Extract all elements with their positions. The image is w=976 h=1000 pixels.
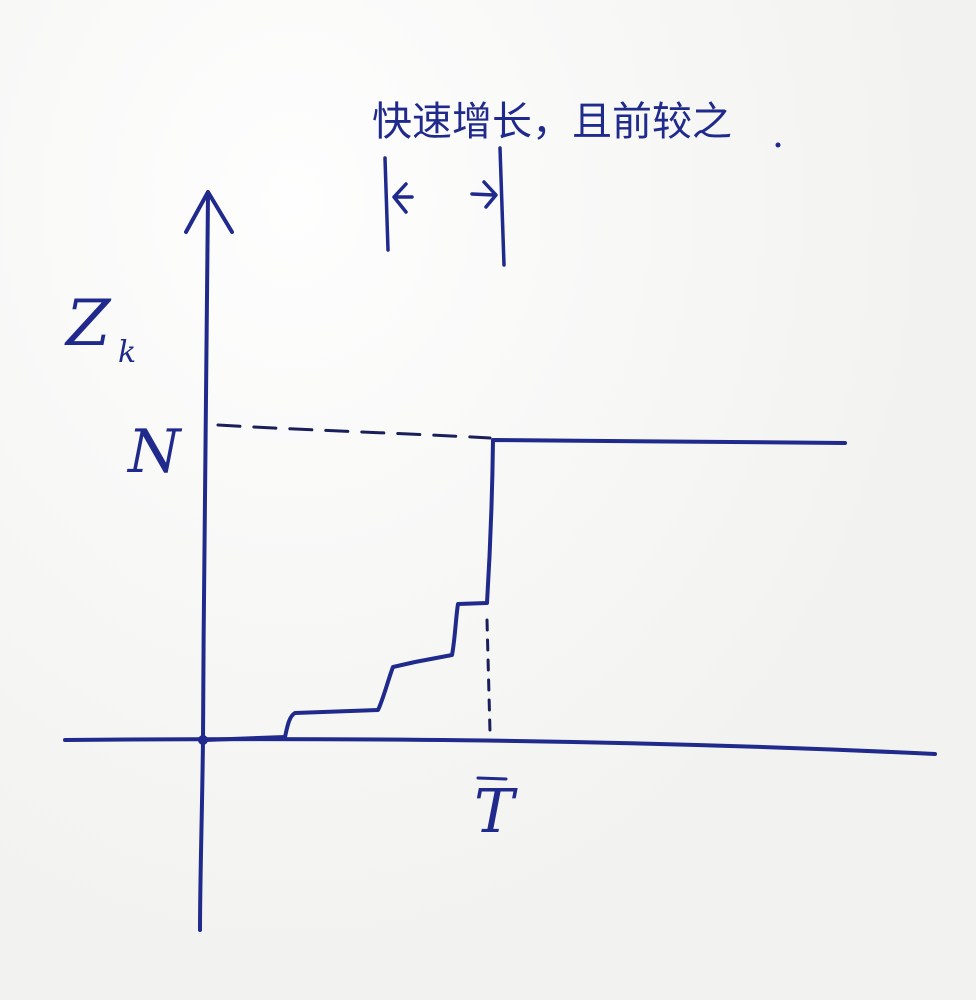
ink-dot bbox=[775, 142, 781, 148]
right-arrow-icon bbox=[470, 180, 498, 209]
t-tick-mark bbox=[476, 776, 508, 781]
n-level-label: N bbox=[126, 417, 183, 487]
y-axis bbox=[198, 193, 210, 932]
annotation-text: 快速增长，且前较之 bbox=[372, 99, 732, 145]
y-axis-arrowhead bbox=[184, 190, 234, 234]
t-dotted-line bbox=[485, 618, 492, 734]
staircase-curve bbox=[203, 438, 847, 742]
left-arrow-icon bbox=[392, 182, 414, 214]
y-axis-label: Z bbox=[64, 287, 112, 361]
t-label: T bbox=[474, 777, 518, 847]
n-level-dashed-line bbox=[216, 423, 492, 440]
bracket-left-bar bbox=[383, 156, 390, 252]
x-axis bbox=[63, 737, 937, 756]
bracket-right-bar bbox=[498, 146, 506, 267]
y-axis-subscript: k bbox=[118, 335, 136, 370]
